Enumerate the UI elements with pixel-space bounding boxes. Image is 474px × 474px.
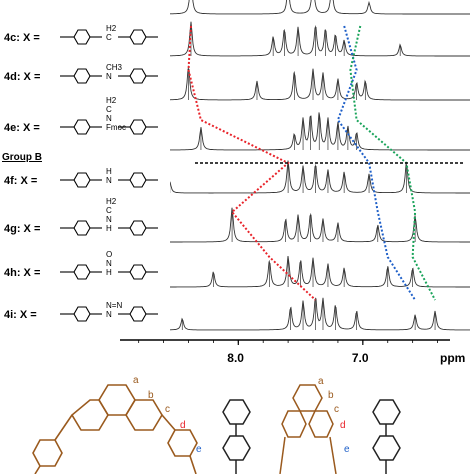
substituent-text: Fmoc [106, 123, 126, 132]
substituent-structure [60, 172, 158, 188]
red-correlation [187, 25, 317, 301]
phenanthroline-structure-right [222, 384, 401, 474]
spectrum-4 [170, 207, 470, 243]
substituent-text: CH3 [106, 63, 123, 72]
x-tick-label: 8.0 [227, 351, 244, 365]
x-axis-label: ppm [440, 351, 465, 365]
row-label: 4g: X = [4, 223, 40, 235]
substituent-text: C [106, 33, 112, 42]
substituent-text: H [106, 167, 112, 176]
substituent-structure [60, 68, 158, 84]
spectrum-6 [170, 297, 470, 331]
spectrum-top [170, 0, 470, 15]
substituent-structure [60, 119, 158, 135]
spectrum-5 [170, 256, 470, 288]
blue-correlation [336, 25, 416, 301]
substituent-structure [60, 220, 158, 236]
structure-position-label: a [133, 375, 139, 386]
row-label: 4d: X = [4, 71, 40, 83]
spectrum-0 [170, 21, 470, 57]
substituent-structure [60, 306, 158, 322]
row-label: 4c: X = [4, 32, 40, 44]
substituent-text: H2 [106, 96, 117, 105]
substituent-text: H2 [106, 24, 117, 33]
spectrum-1 [170, 68, 470, 101]
substituent-text: N [106, 72, 112, 81]
structure-position-label: d [340, 420, 346, 431]
substituent-text: N=N [106, 301, 122, 310]
spectrum-2 [170, 112, 470, 151]
spectrum-3 [170, 160, 470, 194]
spectra-stack [170, 21, 470, 331]
row-label: 4i: X = [4, 309, 37, 321]
substituent-text: H2 [106, 197, 117, 206]
substituent-text: N [106, 176, 112, 185]
substituent-text: N [106, 310, 112, 319]
phenanthroline-structure-left [32, 384, 198, 474]
substituent-text: C [106, 105, 112, 114]
substituent-text: N [106, 259, 112, 268]
substituent-text: O [106, 250, 112, 259]
row-label: 4h: X = [4, 267, 40, 279]
row-label: 4e: X = [4, 122, 40, 134]
structure-position-label: c [165, 404, 170, 415]
substituent-text: H [106, 268, 112, 277]
group-label: Group B [2, 152, 42, 163]
structure-position-label: b [148, 390, 154, 401]
structure-position-label: e [196, 444, 202, 455]
substituent-text: N [106, 114, 112, 123]
substituent-structure [60, 29, 158, 45]
x-tick-label: 7.0 [352, 351, 369, 365]
substituent-text: C [106, 206, 112, 215]
substituent-structure [60, 264, 158, 280]
substituent-text: N [106, 215, 112, 224]
x-axis: 8.0 7.0 [120, 339, 450, 365]
row-label: 4f: X = [4, 175, 37, 187]
structure-position-label: c [334, 404, 339, 415]
structure-position-label: a [318, 376, 324, 387]
structure-position-label: e [344, 444, 350, 455]
structure-position-label: d [180, 420, 186, 431]
structure-position-label: b [328, 390, 334, 401]
top-partial-spectrum [170, 0, 470, 15]
substituent-text: H [106, 224, 112, 233]
